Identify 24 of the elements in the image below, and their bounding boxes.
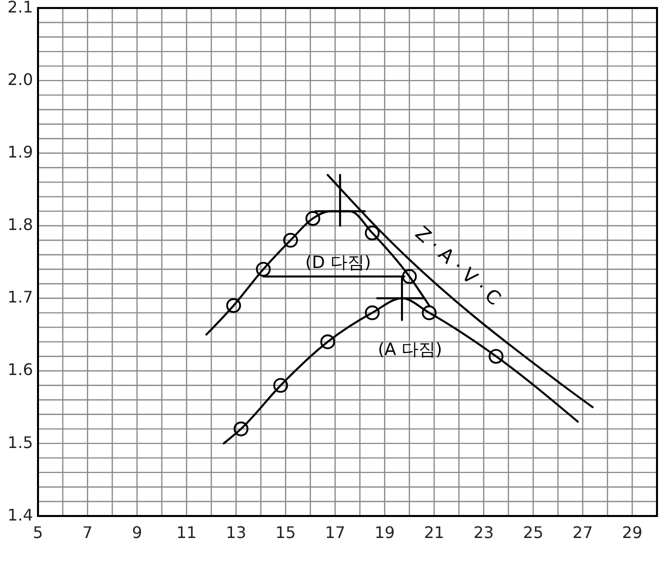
series-label: (D 다짐) bbox=[305, 252, 372, 273]
y-tick-label: 1.6 bbox=[8, 360, 33, 380]
y-tick-label: 1.5 bbox=[8, 432, 33, 452]
text: Z · A · V · C bbox=[410, 222, 505, 310]
y-tick-label: 2.1 bbox=[8, 0, 33, 16]
x-tick-label: 13 bbox=[226, 523, 246, 542]
x-tick-label: 23 bbox=[474, 523, 494, 542]
y-tick-label: 1.8 bbox=[8, 215, 33, 234]
x-tick-label: 7 bbox=[82, 523, 93, 542]
x-tick-label: 29 bbox=[622, 523, 642, 542]
x-tick-label: 25 bbox=[523, 523, 544, 542]
x-tick-label: 19 bbox=[374, 523, 395, 542]
x-tick-label: 27 bbox=[572, 523, 593, 542]
x-tick-label: 21 bbox=[424, 523, 444, 542]
y-tick-label: 1.9 bbox=[8, 142, 33, 162]
series-label: (A 다짐) bbox=[378, 340, 442, 360]
x-tick-label: 17 bbox=[324, 523, 346, 542]
x-tick-label: 11 bbox=[176, 523, 197, 542]
x-tick-label: 15 bbox=[275, 523, 296, 542]
x-tick-label: 9 bbox=[132, 523, 142, 542]
y-tick-label: 1.4 bbox=[8, 505, 33, 524]
y-tick-label: 1.7 bbox=[8, 288, 33, 307]
y-tick-label: 2.0 bbox=[8, 70, 33, 89]
x-tick-label: 5 bbox=[32, 523, 44, 542]
